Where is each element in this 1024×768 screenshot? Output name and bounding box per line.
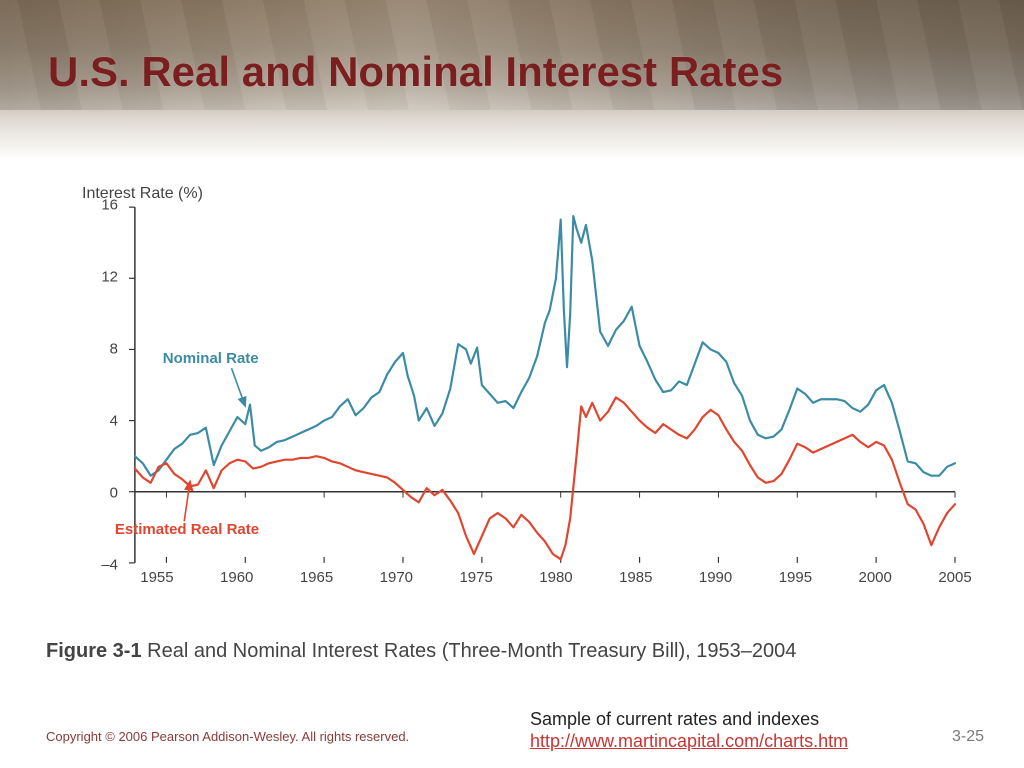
page-number: 3-25 bbox=[952, 728, 984, 746]
chart-area: Interest Rate (%) –404812161955196019651… bbox=[40, 185, 970, 615]
real-label: Estimated Real Rate bbox=[115, 521, 259, 538]
x-tick-label: 1960 bbox=[220, 569, 253, 586]
y-tick-label: 8 bbox=[88, 341, 118, 358]
x-tick-label: 2005 bbox=[938, 569, 971, 586]
x-tick-label: 1995 bbox=[779, 569, 812, 586]
nominal-arrow bbox=[232, 368, 246, 406]
chart-plot bbox=[125, 205, 955, 565]
footer-sample-label: Sample of current rates and indexes bbox=[530, 709, 819, 730]
y-tick-label: 0 bbox=[88, 485, 118, 502]
footer-copyright: Copyright © 2006 Pearson Addison-Wesley.… bbox=[46, 729, 409, 744]
x-tick-label: 1970 bbox=[380, 569, 413, 586]
y-tick-label: 16 bbox=[88, 197, 118, 214]
x-tick-label: 1985 bbox=[619, 569, 652, 586]
y-tick-label: 4 bbox=[88, 413, 118, 430]
x-tick-label: 2000 bbox=[859, 569, 892, 586]
x-tick-label: 1980 bbox=[539, 569, 572, 586]
nominal-label: Nominal Rate bbox=[163, 350, 259, 367]
nominal-line bbox=[135, 216, 955, 476]
figure-caption-text: Real and Nominal Interest Rates (Three-M… bbox=[142, 640, 797, 662]
x-tick-label: 1955 bbox=[140, 569, 173, 586]
y-tick-label: –4 bbox=[88, 557, 118, 574]
real-arrow bbox=[184, 481, 190, 521]
x-tick-label: 1975 bbox=[459, 569, 492, 586]
figure-number: Figure 3-1 bbox=[46, 640, 142, 662]
y-tick-label: 12 bbox=[88, 269, 118, 286]
figure-caption: Figure 3-1 Real and Nominal Interest Rat… bbox=[46, 640, 796, 663]
x-tick-label: 1965 bbox=[300, 569, 333, 586]
slide-title: U.S. Real and Nominal Interest Rates bbox=[48, 48, 783, 96]
x-tick-label: 1990 bbox=[699, 569, 732, 586]
footer-link[interactable]: http://www.martincapital.com/charts.htm bbox=[530, 731, 848, 752]
